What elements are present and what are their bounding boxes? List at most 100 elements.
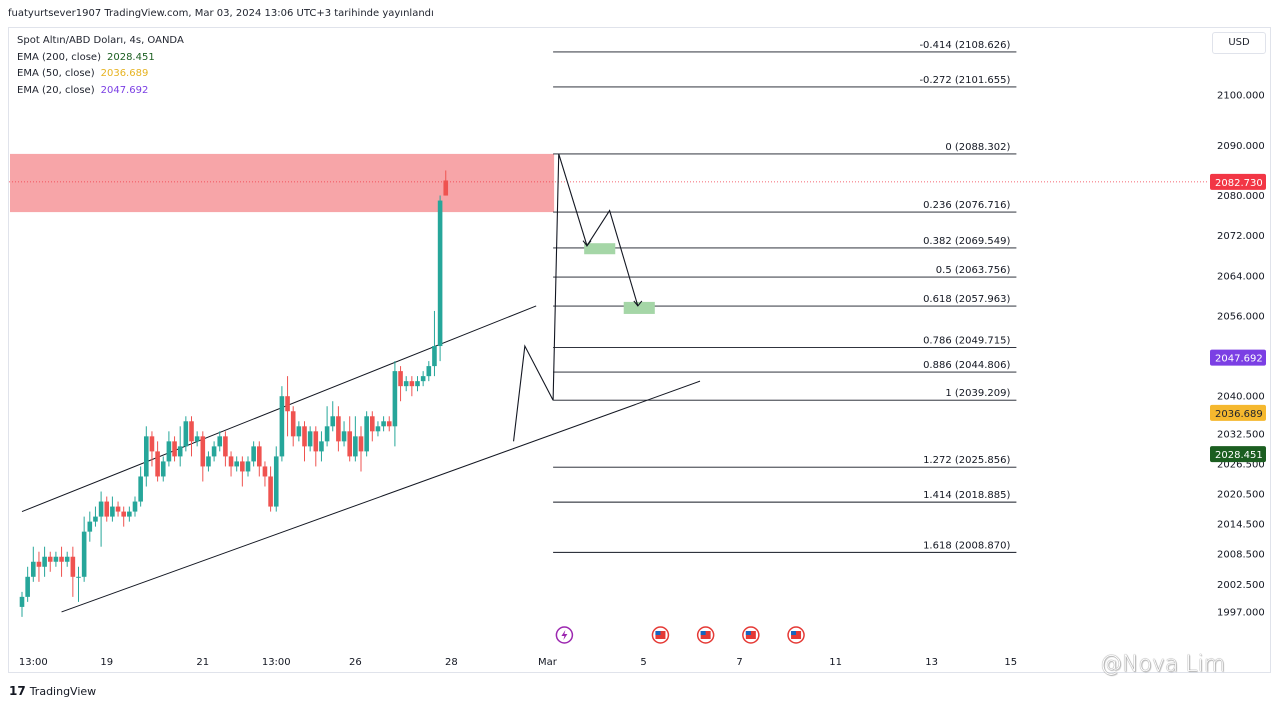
- candle-body: [336, 416, 341, 442]
- fib-level-label: 1.618 (2008.870): [923, 540, 1010, 551]
- candle-body: [341, 431, 347, 442]
- candle: [336, 406, 341, 452]
- candle-body: [370, 416, 375, 432]
- y-axis-tick: 2008.500: [1217, 550, 1265, 561]
- candle: [443, 170, 449, 196]
- candle-body: [319, 441, 324, 452]
- candle-body: [313, 431, 319, 452]
- candle-body: [132, 501, 138, 512]
- candle-body: [98, 501, 104, 517]
- candle-body: [81, 531, 87, 577]
- candle: [217, 431, 223, 452]
- legend-ema20-label: EMA (20, close): [17, 84, 95, 96]
- candle: [324, 406, 330, 447]
- candle-body: [121, 511, 126, 517]
- candle: [172, 436, 177, 462]
- candle: [358, 426, 364, 472]
- candle-body: [426, 366, 432, 377]
- fib-level-label: 0.618 (2057.963): [923, 294, 1010, 305]
- candle-body: [409, 381, 415, 387]
- candle-body: [307, 431, 313, 447]
- fib-level-label: 0.382 (2069.549): [923, 236, 1010, 247]
- candle: [160, 456, 166, 482]
- fib-level-label: 0.786 (2049.715): [923, 335, 1010, 346]
- candle: [138, 466, 143, 507]
- candle-body: [347, 431, 352, 457]
- candle: [42, 546, 47, 577]
- fib-level-label: -0.414 (2108.626): [919, 40, 1010, 51]
- legend-ema50: EMA (50, close) 2036.689: [17, 66, 184, 83]
- candle-body: [144, 436, 149, 477]
- candle-body: [302, 426, 307, 447]
- candle: [392, 361, 398, 447]
- candle: [375, 421, 381, 437]
- candle: [127, 506, 132, 522]
- candle-body: [353, 436, 358, 457]
- candle-body: [240, 461, 245, 472]
- projection-arrow-icon: [633, 300, 643, 307]
- candle: [398, 366, 403, 402]
- y-axis-tick: 2040.000: [1217, 392, 1265, 403]
- candle: [53, 551, 59, 567]
- candle: [257, 441, 262, 477]
- x-axis-tick: 7: [736, 657, 742, 668]
- tradingview-footer: 17 TradingView: [9, 684, 96, 698]
- candle: [432, 310, 437, 377]
- candle: [409, 376, 415, 397]
- x-axis-tick: 5: [640, 657, 646, 668]
- candle-body: [375, 426, 381, 432]
- candle: [31, 546, 36, 582]
- candle-body: [104, 501, 110, 517]
- legend-symbol-label: Spot Altın/ABD Doları, 4s, OANDA: [17, 35, 184, 46]
- candle: [81, 516, 87, 582]
- candle-body: [268, 476, 273, 507]
- tradingview-brand: TradingView: [29, 684, 97, 698]
- candle-body: [443, 180, 449, 196]
- projection-arrow-icon: [582, 240, 592, 247]
- flag-canton: [700, 631, 706, 635]
- channel-upper-line: [21, 305, 537, 513]
- price-label-bg: [1210, 404, 1266, 421]
- fib-level-label: 0.5 (2063.756): [936, 265, 1011, 276]
- candle: [189, 416, 194, 457]
- x-axis-tick: Mar: [538, 657, 558, 668]
- candle: [240, 456, 245, 487]
- candle: [302, 421, 307, 462]
- candle-body: [290, 411, 296, 437]
- candle-body: [172, 441, 177, 457]
- candle: [268, 466, 273, 512]
- y-axis-tick: 2002.500: [1217, 580, 1265, 591]
- candle-body: [245, 461, 251, 472]
- candle-body: [358, 436, 364, 452]
- candle: [183, 416, 189, 452]
- y-axis-tick: 2014.500: [1217, 520, 1265, 531]
- candle-body: [262, 466, 268, 477]
- candle: [228, 451, 234, 477]
- candle-body: [257, 446, 262, 467]
- candle: [341, 421, 347, 447]
- y-axis-tick: 2090.000: [1217, 141, 1265, 152]
- legend-ema50-value: 2036.689: [100, 68, 149, 79]
- fib-level-label: 1.272 (2025.856): [923, 455, 1010, 466]
- candle-body: [70, 556, 76, 577]
- currency-button[interactable]: USD: [1212, 32, 1266, 54]
- y-axis-tick: 2064.000: [1217, 271, 1265, 282]
- candle-body: [25, 576, 30, 597]
- chart-legend: Spot Altın/ABD Doları, 4s, OANDA EMA (20…: [17, 33, 184, 99]
- fib-level-label: -0.272 (2101.655): [919, 75, 1010, 86]
- candle: [415, 376, 420, 392]
- candle-body: [155, 451, 160, 477]
- candle-body: [415, 381, 420, 387]
- y-axis-tick: 2026.500: [1217, 459, 1265, 470]
- candle-body: [223, 436, 228, 457]
- fib-level-label: 0 (2088.302): [945, 142, 1010, 153]
- candle: [206, 451, 211, 472]
- price-label: 2082.730: [1215, 178, 1263, 189]
- candle: [386, 416, 392, 432]
- candle: [194, 431, 200, 447]
- x-axis-tick: 13:00: [262, 657, 291, 668]
- candle: [132, 496, 138, 517]
- candle: [319, 431, 324, 462]
- legend-ema200-value: 2028.451: [106, 51, 155, 63]
